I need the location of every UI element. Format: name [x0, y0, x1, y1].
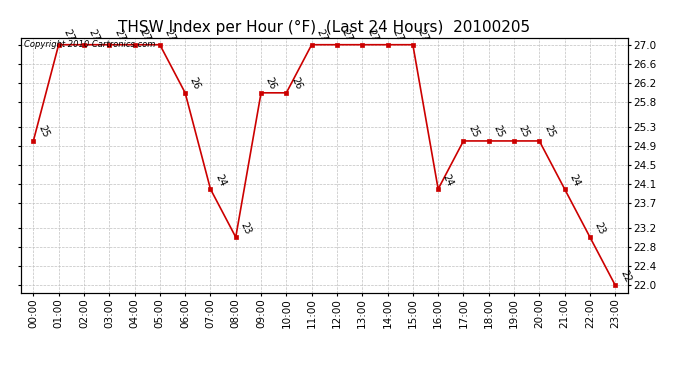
Text: 26: 26 — [188, 76, 202, 92]
Text: 24: 24 — [441, 172, 455, 188]
Text: 27: 27 — [315, 28, 328, 44]
Text: 24: 24 — [567, 172, 582, 188]
Text: 27: 27 — [365, 28, 380, 44]
Text: 23: 23 — [593, 220, 607, 236]
Text: 25: 25 — [517, 124, 531, 140]
Text: 25: 25 — [491, 124, 506, 140]
Text: 26: 26 — [289, 76, 304, 92]
Text: 25: 25 — [542, 124, 556, 140]
Text: 22: 22 — [618, 268, 632, 284]
Text: 27: 27 — [112, 28, 126, 44]
Text: 27: 27 — [415, 28, 430, 44]
Text: 24: 24 — [213, 172, 228, 188]
Text: 27: 27 — [339, 28, 354, 44]
Text: 23: 23 — [239, 220, 253, 236]
Title: THSW Index per Hour (°F)  (Last 24 Hours)  20100205: THSW Index per Hour (°F) (Last 24 Hours)… — [118, 20, 531, 35]
Text: 27: 27 — [137, 28, 152, 44]
Text: 27: 27 — [61, 28, 76, 44]
Text: Copyright 2010 Cartronics.com: Copyright 2010 Cartronics.com — [23, 40, 155, 49]
Text: 27: 27 — [87, 28, 101, 44]
Text: 25: 25 — [466, 124, 480, 140]
Text: 27: 27 — [391, 28, 404, 44]
Text: 26: 26 — [264, 76, 278, 92]
Text: 27: 27 — [163, 28, 177, 44]
Text: 25: 25 — [36, 124, 50, 140]
